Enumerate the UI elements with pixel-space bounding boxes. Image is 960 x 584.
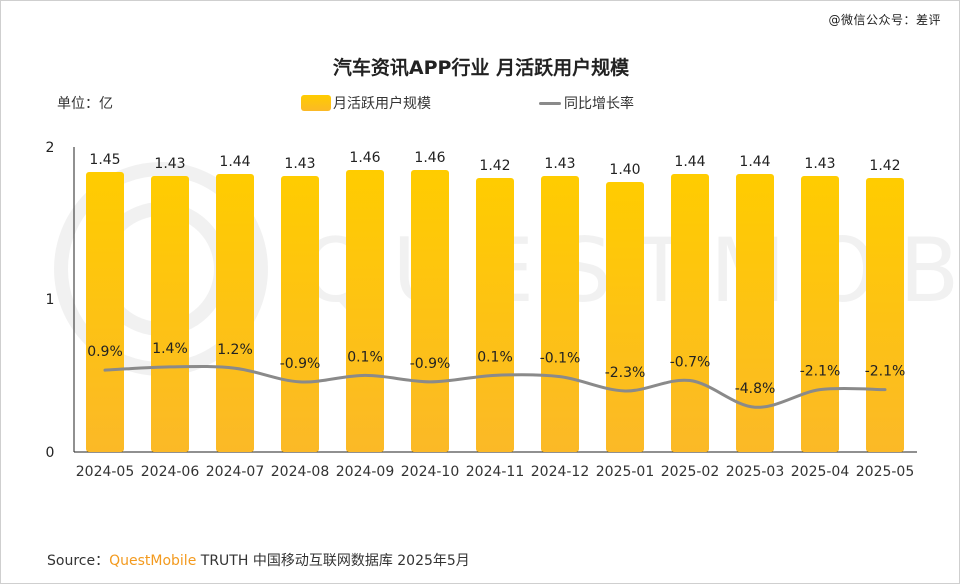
x-tick-label: 2024-05 — [76, 464, 135, 480]
line-value-label: -2.1% — [800, 364, 841, 380]
legend-line-swatch — [539, 101, 561, 105]
source-rest: TRUTH 中国移动互联网数据库 2025年5月 — [196, 553, 470, 569]
x-tick-label: 2024-09 — [336, 464, 395, 480]
source-brand: QuestMobile — [109, 553, 197, 569]
bar-value-label: 1.42 — [479, 158, 510, 174]
x-tick-label: 2025-04 — [791, 464, 850, 480]
line-value-label: 0.1% — [477, 349, 513, 365]
bar — [86, 172, 124, 452]
line-value-label: 1.2% — [217, 342, 253, 358]
bar-value-label: 1.40 — [609, 162, 640, 178]
legend-label-mau: 月活跃用户规模 — [333, 96, 431, 112]
x-tick-label: 2025-05 — [856, 464, 915, 480]
bar-value-label: 1.43 — [154, 156, 185, 172]
bar — [606, 182, 644, 452]
bar-value-label: 1.43 — [804, 156, 835, 172]
bar — [801, 176, 839, 452]
unit-label: 单位：亿 — [57, 96, 113, 112]
source-prefix: Source： — [47, 553, 110, 569]
bar-value-label: 1.42 — [869, 158, 900, 174]
bar-value-label: 1.44 — [739, 154, 770, 170]
legend-item-mau: 月活跃用户规模 — [301, 93, 431, 113]
bar — [541, 176, 579, 452]
bar-value-label: 1.44 — [219, 154, 250, 170]
legend-label-yoy: 同比增长率 — [564, 96, 634, 112]
bar-value-label: 1.45 — [89, 152, 120, 168]
line-value-label: -4.8% — [735, 381, 776, 397]
x-tick-label: 2024-07 — [206, 464, 265, 480]
line-value-label: -2.3% — [605, 365, 646, 381]
bar-value-label: 1.46 — [349, 150, 380, 166]
line-value-label: -0.7% — [670, 355, 711, 371]
y-tick-label: 0 — [46, 445, 55, 461]
x-tick-label: 2024-08 — [271, 464, 330, 480]
bar-value-label: 1.43 — [284, 156, 315, 172]
line-value-label: -0.9% — [280, 356, 321, 372]
x-tick-label: 2024-06 — [141, 464, 200, 480]
x-tick-label: 2024-11 — [466, 464, 525, 480]
bar — [346, 170, 384, 452]
bar-value-label: 1.44 — [674, 154, 705, 170]
line-value-label: -2.1% — [865, 364, 906, 380]
bar-value-label: 1.46 — [414, 150, 445, 166]
chart-title: 汽车资讯APP行业 月活跃用户规模 — [332, 57, 630, 79]
x-tick-label: 2024-10 — [401, 464, 460, 480]
bar — [216, 174, 254, 452]
x-tick-label: 2025-02 — [661, 464, 720, 480]
bar — [736, 174, 774, 452]
legend-item-yoy: 同比增长率 — [539, 93, 634, 113]
bar — [671, 174, 709, 452]
line-value-label: 0.1% — [347, 349, 383, 365]
bar — [151, 176, 189, 452]
legend-bar-swatch — [301, 95, 331, 111]
y-tick-label: 2 — [46, 140, 55, 156]
line-value-label: -0.1% — [540, 351, 581, 367]
x-tick-label: 2025-01 — [596, 464, 655, 480]
x-tick-label: 2024-12 — [531, 464, 590, 480]
bar-value-label: 1.43 — [544, 156, 575, 172]
line-value-label: -0.9% — [410, 356, 451, 372]
y-tick-label: 1 — [46, 292, 55, 308]
source-note: Source：QuestMobile TRUTH 中国移动互联网数据库 2025… — [47, 550, 470, 570]
bar — [476, 178, 514, 452]
line-value-label: 0.9% — [87, 344, 123, 360]
bar — [411, 170, 449, 452]
wechat-watermark: @微信公众号：差评 — [828, 13, 941, 27]
line-value-label: 1.4% — [152, 341, 188, 357]
bar — [281, 176, 319, 452]
x-tick-label: 2025-03 — [726, 464, 785, 480]
bar — [866, 178, 904, 452]
